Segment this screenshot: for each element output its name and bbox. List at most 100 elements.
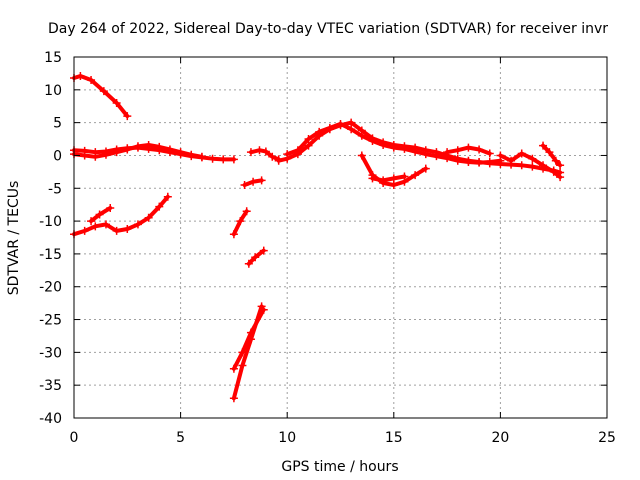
series-dip-2 (368, 172, 409, 185)
data-point (549, 167, 558, 176)
data-point (304, 135, 313, 144)
data-point (389, 174, 398, 183)
y-tick-label: -30 (39, 345, 62, 361)
data-point (144, 213, 153, 222)
plot-frame (73, 56, 608, 419)
data-point (187, 150, 196, 159)
x-tick-label: 10 (278, 430, 296, 446)
data-point (539, 161, 548, 170)
y-tick-label: -40 (39, 411, 62, 427)
data-point (242, 207, 251, 216)
data-point (357, 151, 366, 160)
data-point (80, 151, 89, 160)
data-point (229, 364, 238, 373)
series-line (541, 143, 563, 168)
data-point (453, 156, 462, 165)
y-tick-label: -20 (39, 280, 62, 296)
tick-labels: 0 5 10 15 20 25 -40 -35 -30 -25 -20 -15 -10 -5 0 5 10 15 (39, 50, 616, 446)
data-point (238, 348, 247, 357)
data-point (443, 148, 452, 157)
data-point (315, 127, 324, 136)
data-point (485, 158, 494, 167)
data-point (347, 125, 356, 134)
data-point (464, 143, 473, 152)
series-short-segment (240, 176, 266, 189)
data-point (421, 164, 430, 173)
data-point (283, 150, 292, 159)
data-point (545, 148, 554, 157)
series-steep-drop-2 (229, 305, 268, 373)
grid-lines (74, 57, 607, 418)
data-point (453, 146, 462, 155)
data-point (91, 152, 100, 161)
y-tick-label: 15 (44, 50, 62, 66)
data-point (106, 203, 115, 212)
data-point (101, 150, 110, 159)
data-point (464, 158, 473, 167)
series-lower-arc (70, 192, 172, 239)
data-point (336, 119, 345, 128)
x-tick-label: 20 (491, 430, 509, 446)
data-point (99, 87, 108, 96)
data-point (112, 226, 121, 235)
data-point (261, 147, 270, 156)
data-point (176, 148, 185, 157)
series-late-arc (443, 143, 494, 158)
data-point (133, 220, 142, 229)
data-point (155, 142, 164, 151)
series-line (72, 145, 236, 162)
data-point (95, 210, 104, 219)
data-point (517, 161, 526, 170)
series-end-spike (539, 141, 565, 170)
x-axis-label: GPS time / hours (281, 459, 398, 475)
data-point (389, 143, 398, 152)
data-point (255, 146, 264, 155)
data-point (87, 217, 96, 226)
x-tick-label: 25 (598, 430, 616, 446)
data-point (229, 230, 238, 239)
data-point (257, 176, 266, 185)
data-point (259, 305, 268, 314)
series-line (370, 174, 407, 183)
x-tick-label: 0 (70, 430, 79, 446)
data-point (238, 361, 247, 370)
data-point (208, 154, 217, 163)
data-point (101, 220, 110, 229)
series-line (276, 120, 563, 175)
data-point (357, 131, 366, 140)
y-tick-label: 5 (53, 116, 62, 132)
data-point (246, 328, 255, 337)
data-point (249, 177, 258, 186)
data-point (144, 140, 153, 149)
data-point (274, 156, 283, 165)
x-tick-label: 15 (385, 430, 403, 446)
data-point (475, 158, 484, 167)
data-point (236, 217, 245, 226)
data-point (475, 145, 484, 154)
x-tick-label: 5 (176, 430, 185, 446)
data-point (123, 145, 132, 154)
data-point (165, 145, 174, 154)
data-point (411, 171, 420, 180)
data-point (229, 155, 238, 164)
y-tick-label: 10 (44, 83, 62, 99)
data-point (163, 192, 172, 201)
data-point (80, 226, 89, 235)
data-point (556, 173, 565, 182)
series-line (231, 307, 266, 371)
data-point (528, 162, 537, 171)
data-point (539, 141, 548, 150)
data-point (76, 72, 85, 81)
series-lower-branch (87, 203, 115, 226)
data-point (496, 151, 505, 160)
data-point (325, 123, 334, 132)
y-tick-label: -5 (48, 181, 62, 197)
data-point (112, 148, 121, 157)
series-mid-segment (229, 207, 251, 239)
series-zero-band-2 (70, 140, 206, 161)
data-point (155, 202, 164, 211)
data-point (197, 152, 206, 161)
data-point (528, 154, 537, 163)
